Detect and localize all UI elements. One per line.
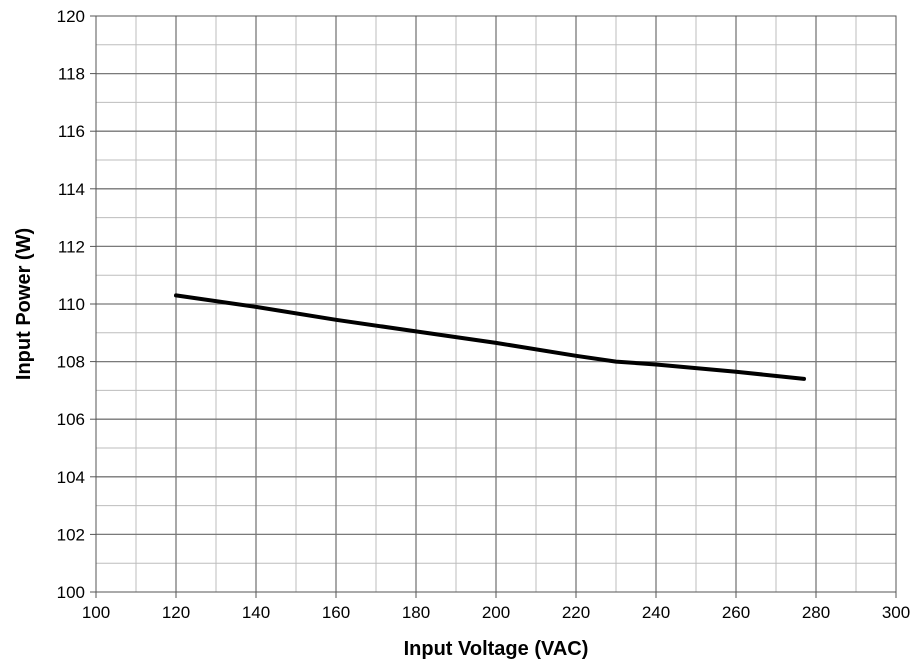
series-line — [174, 293, 806, 381]
y-tick-label: 110 — [58, 295, 85, 314]
series-layer — [174, 293, 806, 381]
major-grid — [96, 16, 896, 592]
x-tick-label: 160 — [322, 603, 350, 622]
y-tick-label: 108 — [57, 353, 85, 372]
y-tick-label: 120 — [57, 7, 85, 26]
x-tick-label: 220 — [562, 603, 590, 622]
x-axis-title: Input Voltage (VAC) — [404, 638, 589, 660]
y-axis-title: Input Power (W) — [13, 228, 35, 380]
y-tick-label: 100 — [57, 583, 85, 602]
y-tick-label: 118 — [58, 65, 85, 84]
y-axis-ticks: 100 102 104 106 108 110 112 114 116 118 120 — [57, 7, 96, 602]
x-tick-label: 120 — [162, 603, 190, 622]
x-tick-label: 260 — [722, 603, 750, 622]
x-tick-label: 180 — [402, 603, 430, 622]
x-axis-ticks: 100 120 140 160 180 200 220 240 260 280 300 — [82, 592, 910, 622]
x-tick-label: 100 — [82, 603, 110, 622]
x-tick-label: 280 — [802, 603, 830, 622]
y-tick-label: 104 — [57, 468, 85, 487]
x-tick-label: 300 — [882, 603, 910, 622]
y-tick-label: 102 — [57, 525, 85, 544]
x-tick-label: 140 — [242, 603, 270, 622]
y-tick-label: 114 — [58, 180, 85, 199]
y-tick-label: 116 — [58, 122, 85, 141]
y-tick-label: 106 — [57, 410, 85, 429]
x-tick-label: 240 — [642, 603, 670, 622]
x-tick-label: 200 — [482, 603, 510, 622]
y-tick-label: 112 — [58, 237, 85, 256]
